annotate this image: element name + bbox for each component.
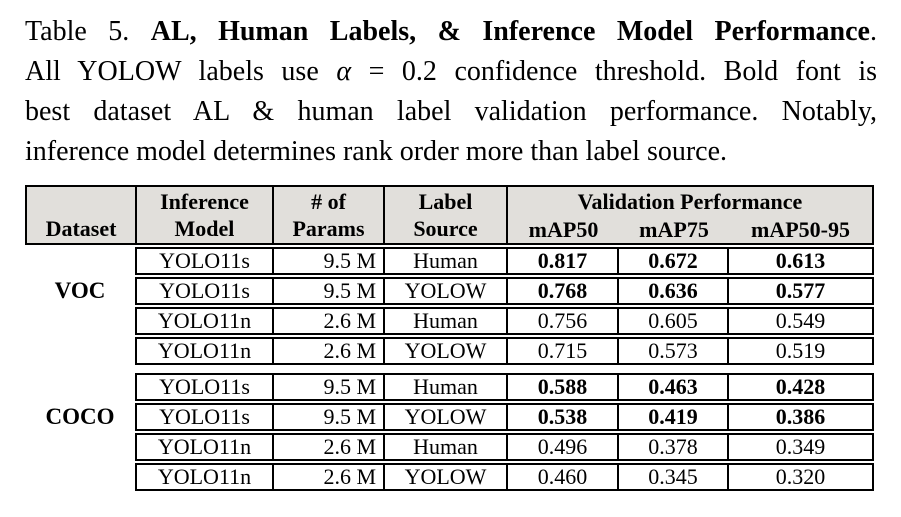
dataset-label: VOC [54, 278, 106, 303]
cell-num-params: 2.6 M [274, 339, 385, 363]
cell-map50: 0.817 [508, 249, 619, 273]
table-row: YOLO11n 2.6 M Human 0.756 0.605 0.549 [135, 307, 874, 335]
cell-map50: 0.538 [508, 405, 619, 429]
header-map75: mAP75 [639, 216, 709, 242]
cell-inference-model: YOLO11n [137, 465, 274, 489]
header-line: # of [311, 189, 346, 214]
cell-label-source: YOLOW [385, 279, 508, 303]
cell-num-params: 2.6 M [274, 435, 385, 459]
cell-map50: 0.768 [508, 279, 619, 303]
cell-map50: 0.756 [508, 309, 619, 333]
header-validation-performance: Validation Performance [577, 188, 803, 214]
section-rows: YOLO11s 9.5 M Human 0.817 0.672 0.613 YO… [135, 247, 874, 365]
header-map50: mAP50 [528, 216, 599, 242]
cell-map50-95: 0.613 [775, 249, 826, 273]
dataset-label: COCO [45, 404, 115, 429]
cell-map50-95: 0.320 [775, 465, 826, 489]
header-label-source: Label Source [385, 187, 508, 243]
table-row: YOLO11n 2.6 M Human 0.496 0.378 0.349 [135, 433, 874, 461]
cell-num-params: 9.5 M [274, 375, 385, 399]
header-line: Params [292, 216, 365, 241]
cell-map50-95: 0.577 [775, 279, 826, 303]
cell-num-params: 9.5 M [274, 249, 385, 273]
cell-label-source: Human [385, 309, 508, 333]
table-row: YOLO11s 9.5 M YOLOW 0.538 0.419 0.386 [135, 403, 874, 431]
cell-map75: 0.636 [619, 279, 729, 303]
cell-inference-model: YOLO11s [137, 249, 274, 273]
table-row: YOLO11s 9.5 M Human 0.588 0.463 0.428 [135, 373, 874, 401]
cell-map75: 0.605 [619, 309, 729, 333]
cell-map50-95: 0.519 [775, 339, 826, 363]
cell-map75: 0.378 [619, 435, 729, 459]
table-row: YOLO11n 2.6 M YOLOW 0.715 0.573 0.519 [135, 337, 874, 365]
header-dataset: Dataset [27, 187, 137, 243]
caption-text: = 0.2 confidence threshold. Bold font is [351, 56, 877, 87]
caption-line-3: best dataset AL & human label validation… [25, 96, 877, 127]
cell-map50-95: 0.549 [775, 309, 826, 333]
table-row: YOLO11n 2.6 M YOLOW 0.460 0.345 0.320 [135, 463, 874, 491]
header-line: Label [418, 189, 473, 214]
table-row: YOLO11s 9.5 M Human 0.817 0.672 0.613 [135, 247, 874, 275]
cell-label-source: Human [385, 435, 508, 459]
caption-line-1: Table 5. AL, Human Labels, & Inference M… [25, 12, 877, 52]
cell-inference-model: YOLO11n [137, 339, 274, 363]
caption-line-4: inference model determines rank order mo… [25, 136, 728, 167]
table-header: Dataset Inference Model # of Params Labe… [25, 185, 874, 245]
cell-num-params: 9.5 M [274, 405, 385, 429]
cell-num-params: 9.5 M [274, 279, 385, 303]
cell-map50-95: 0.349 [775, 435, 826, 459]
cell-map50: 0.496 [508, 435, 619, 459]
dataset-section: VOC YOLO11s 9.5 M Human 0.817 0.672 0.61… [25, 247, 874, 365]
results-table: Dataset Inference Model # of Params Labe… [25, 185, 874, 491]
cell-map50: 0.715 [508, 339, 619, 363]
cell-map75: 0.419 [619, 405, 729, 429]
cell-map50-95: 0.386 [775, 405, 826, 429]
alpha-symbol: α [336, 56, 352, 87]
cell-inference-model: YOLO11s [137, 279, 274, 303]
cell-inference-model: YOLO11s [137, 375, 274, 399]
cell-map50: 0.588 [508, 375, 619, 399]
cell-label-source: Human [385, 249, 508, 273]
cell-map50-95: 0.428 [775, 375, 826, 399]
caption-line-2: All YOLOW labels use α = 0.2 confidence … [25, 52, 877, 92]
table-caption: Table 5. AL, Human Labels, & Inference M… [25, 12, 877, 172]
section-rows: YOLO11s 9.5 M Human 0.588 0.463 0.428 YO… [135, 373, 874, 491]
cell-map75: 0.672 [619, 249, 729, 273]
dataset-section: COCO YOLO11s 9.5 M Human 0.588 0.463 0.4… [25, 373, 874, 491]
cell-inference-model: YOLO11n [137, 309, 274, 333]
table-row: YOLO11s 9.5 M YOLOW 0.768 0.636 0.577 [135, 277, 874, 305]
cell-label-source: YOLOW [385, 405, 508, 429]
header-inference-model: Inference Model [137, 187, 274, 243]
cell-inference-model: YOLO11s [137, 405, 274, 429]
header-line: Source [413, 216, 478, 241]
header-map50-95: mAP50-95 [751, 216, 850, 242]
cell-num-params: 2.6 M [274, 309, 385, 333]
cell-map75: 0.573 [619, 339, 729, 363]
caption-title-bold: AL, Human Labels, & Inference Model Perf… [150, 16, 870, 47]
header-line: Model [174, 216, 235, 241]
header-line: Inference [160, 189, 249, 214]
caption-title-period: . [869, 16, 877, 47]
cell-num-params: 2.6 M [274, 465, 385, 489]
cell-map50: 0.460 [508, 465, 619, 489]
table-body: VOC YOLO11s 9.5 M Human 0.817 0.672 0.61… [25, 247, 874, 491]
header-num-params: # of Params [274, 187, 385, 243]
cell-label-source: YOLOW [385, 465, 508, 489]
cell-map75: 0.345 [619, 465, 729, 489]
cell-label-source: YOLOW [385, 339, 508, 363]
cell-label-source: Human [385, 375, 508, 399]
caption-table-number: Table 5. [25, 16, 151, 47]
cell-inference-model: YOLO11n [137, 435, 274, 459]
caption-text: All YOLOW labels use [25, 56, 337, 87]
cell-map75: 0.463 [619, 375, 729, 399]
